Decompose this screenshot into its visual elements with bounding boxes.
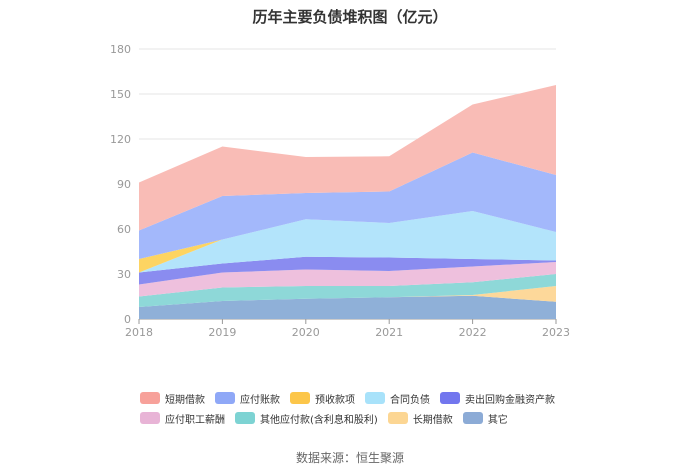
legend-label: 短期借款 — [165, 394, 205, 406]
area-series-7 — [139, 152, 556, 259]
y-tick-label: 180 — [110, 43, 131, 56]
area-series-2 — [139, 274, 556, 307]
legend-swatch — [215, 392, 235, 404]
x-tick-label: 2019 — [208, 326, 236, 339]
legend-swatch — [235, 412, 255, 424]
legend-item[interactable]: 预收款项 — [290, 391, 355, 406]
legend-label: 应付账款 — [240, 394, 280, 406]
legend-swatch — [440, 392, 460, 404]
y-tick-label: 0 — [124, 313, 131, 326]
area-series-4 — [139, 256, 556, 285]
legend-label: 预收款项 — [315, 394, 355, 406]
legend-item[interactable]: 短期借款 — [140, 391, 205, 406]
chart-title: 历年主要负债堆积图（亿元） — [252, 8, 448, 26]
y-tick-label: 30 — [117, 268, 131, 281]
legend-label: 其他应付款(含利息和股利) — [260, 414, 378, 426]
stacked-area-chart: 0 30 60 90 120 150 180 2018 2019 2020 2021 2022 2023 — [110, 43, 570, 339]
legend-item[interactable]: 卖出回购金融资产款 — [440, 391, 555, 406]
x-tick-label: 2018 — [125, 326, 153, 339]
area-series-3 — [139, 262, 556, 297]
legend-item[interactable]: 应付账款 — [215, 391, 280, 406]
area-series-5 — [139, 211, 556, 273]
y-tick-label: 60 — [117, 223, 131, 236]
area-series-8 — [139, 85, 556, 231]
x-tick-label: 2023 — [542, 326, 570, 339]
legend-item[interactable]: 其他应付款(含利息和股利) — [235, 411, 378, 426]
y-tick-label: 120 — [110, 133, 131, 146]
data-source: 数据来源：恒生聚源 — [295, 451, 404, 465]
legend-swatch — [140, 412, 160, 424]
y-tick-label: 150 — [110, 88, 131, 101]
x-tick-label: 2022 — [459, 326, 487, 339]
legend-row: 应付职工薪酬 其他应付款(含利息和股利) 长期借款 其它 — [140, 408, 580, 428]
y-tick-label: 90 — [117, 178, 131, 191]
legend-swatch — [290, 392, 310, 404]
legend-label: 其它 — [487, 414, 508, 426]
legend-swatch — [140, 392, 160, 404]
area-series-0 — [139, 295, 556, 319]
legend-row: 短期借款 应付账款 预收款项 合同负债 卖出回购金融资产款 — [140, 388, 580, 408]
x-tick-label: 2021 — [375, 326, 403, 339]
legend-item[interactable]: 合同负债 — [365, 391, 430, 406]
legend-label: 合同负债 — [390, 394, 430, 406]
legend-item[interactable]: 其它 — [462, 411, 508, 426]
legend-item[interactable]: 应付职工薪酬 — [140, 411, 225, 426]
legend-label: 应付职工薪酬 — [165, 414, 225, 426]
legend-item[interactable]: 长期借款 — [387, 411, 453, 426]
x-tick-label: 2020 — [292, 326, 320, 339]
legend-label: 卖出回购金融资产款 — [465, 394, 555, 406]
legend: 短期借款 应付账款 预收款项 合同负债 卖出回购金融资产款应付职工薪酬 其他应付款(含利息… — [140, 388, 580, 428]
legend-swatch — [462, 412, 483, 424]
legend-swatch — [387, 412, 408, 424]
legend-label: 长期借款 — [412, 414, 453, 426]
legend-swatch — [365, 392, 385, 404]
